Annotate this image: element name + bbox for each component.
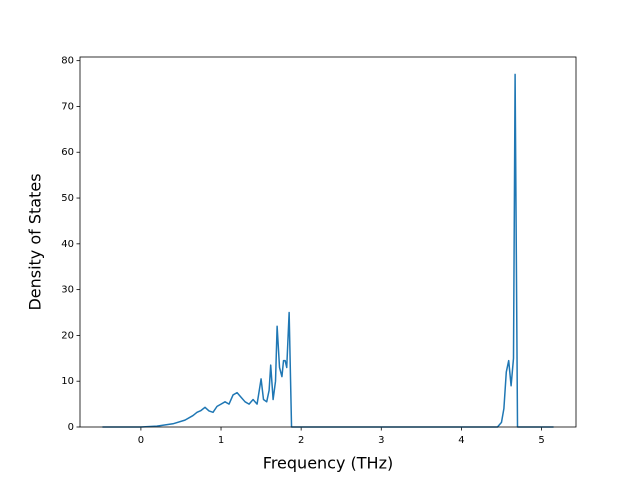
y-tick-label: 40 — [61, 239, 74, 250]
y-tick-label: 70 — [61, 101, 74, 112]
line-series — [102, 73, 554, 428]
y-tick-label: 60 — [61, 147, 74, 158]
y-tick-label: 0 — [68, 422, 74, 433]
x-tick-label: 4 — [458, 435, 464, 446]
y-tick-label: 10 — [61, 376, 74, 387]
x-tick-label: 0 — [138, 435, 144, 446]
x-tick-label: 2 — [298, 435, 304, 446]
y-tick-label: 80 — [61, 56, 74, 67]
y-axis-title: Density of States — [26, 173, 45, 310]
y-tick-label: 30 — [61, 285, 74, 296]
x-tick-label: 1 — [218, 435, 224, 446]
y-tick-label: 50 — [61, 193, 74, 204]
y-tick-label: 20 — [61, 330, 74, 341]
plot-frame — [79, 56, 577, 428]
x-tick-label: 5 — [538, 435, 544, 446]
x-tick-label: 3 — [378, 435, 384, 446]
x-axis-title: Frequency (THz) — [263, 454, 393, 473]
